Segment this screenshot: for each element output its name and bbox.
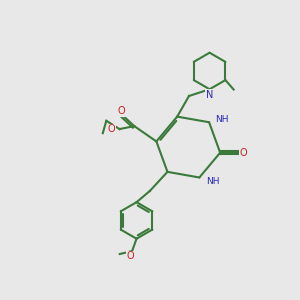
Text: NH: NH (206, 176, 219, 185)
Text: O: O (118, 106, 125, 116)
Text: NH: NH (216, 116, 229, 124)
Text: O: O (127, 251, 134, 261)
Text: O: O (240, 148, 247, 158)
Text: O: O (107, 124, 115, 134)
Text: N: N (206, 89, 213, 100)
